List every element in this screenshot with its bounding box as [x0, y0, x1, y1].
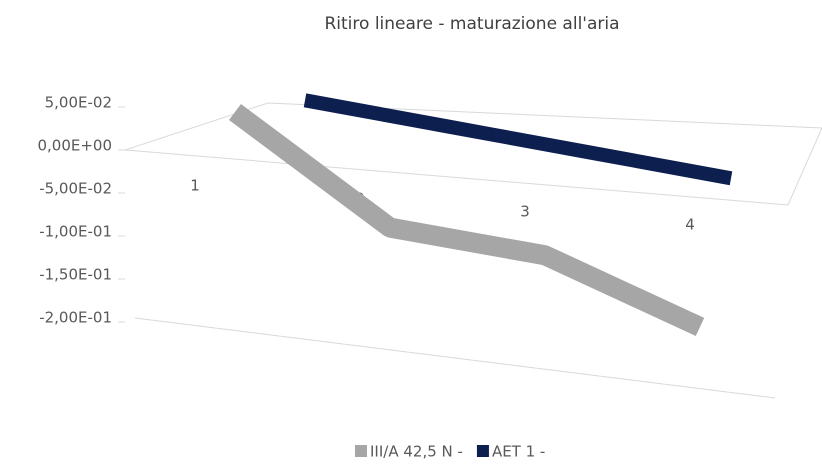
x-tick-label: 4	[685, 216, 695, 234]
zero-plane	[124, 102, 822, 206]
y-tick-label: 5,00E-02	[45, 94, 112, 112]
y-tick-label: -2,00E-01	[39, 309, 112, 327]
series-ribbon	[229, 103, 705, 336]
chart-title: Ritiro lineare - maturazione all'aria	[324, 14, 619, 34]
y-tick-label: -1,50E-01	[39, 266, 112, 284]
y-tick-label: 0,00E+00	[37, 137, 112, 155]
series-ribbon	[303, 93, 733, 186]
x-tick-label: 3	[520, 203, 530, 221]
legend-swatch	[476, 445, 489, 457]
x-tick-label: 1	[190, 177, 200, 195]
y-tick-label: -5,00E-02	[39, 180, 112, 198]
legend-label: AET 1 -	[492, 443, 545, 461]
y-tick-label: -1,00E-01	[39, 223, 112, 241]
floor-line	[134, 317, 776, 399]
legend-swatch	[355, 445, 367, 457]
legend-label: III/A 42,5 N -	[370, 443, 463, 461]
